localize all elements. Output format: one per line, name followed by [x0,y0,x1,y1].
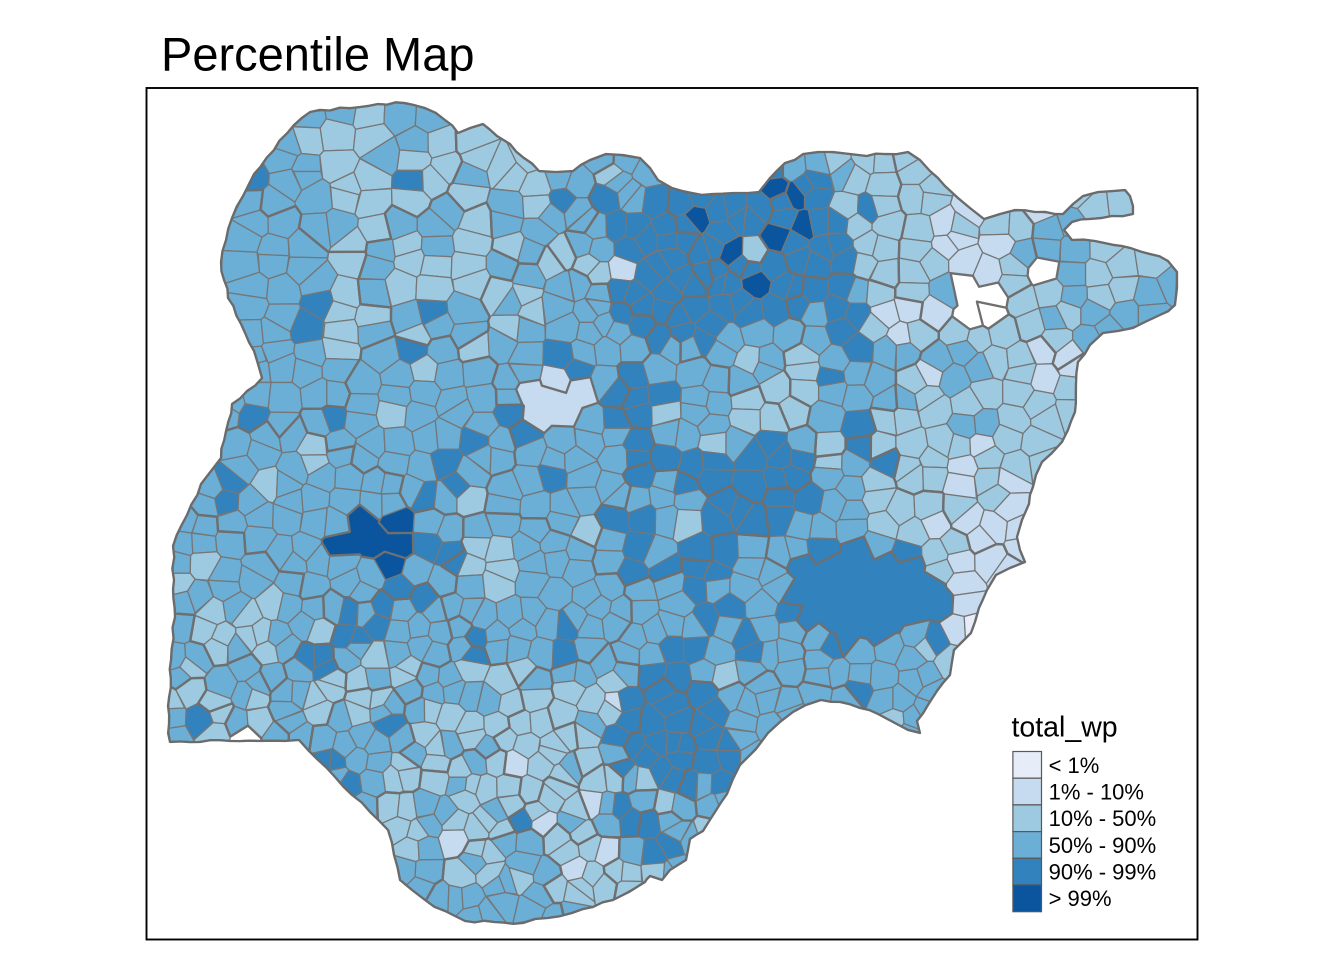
svg-text:90% - 99%: 90% - 99% [1049,860,1157,885]
svg-text:Percentile Map: Percentile Map [161,28,475,81]
svg-text:10% - 50%: 10% - 50% [1049,806,1157,831]
svg-text:< 1%: < 1% [1049,753,1100,778]
svg-text:> 99%: > 99% [1049,886,1112,911]
svg-text:1% - 10%: 1% - 10% [1049,780,1144,805]
svg-text:total_wp: total_wp [1012,711,1118,743]
svg-text:50% - 90%: 50% - 90% [1049,833,1157,858]
